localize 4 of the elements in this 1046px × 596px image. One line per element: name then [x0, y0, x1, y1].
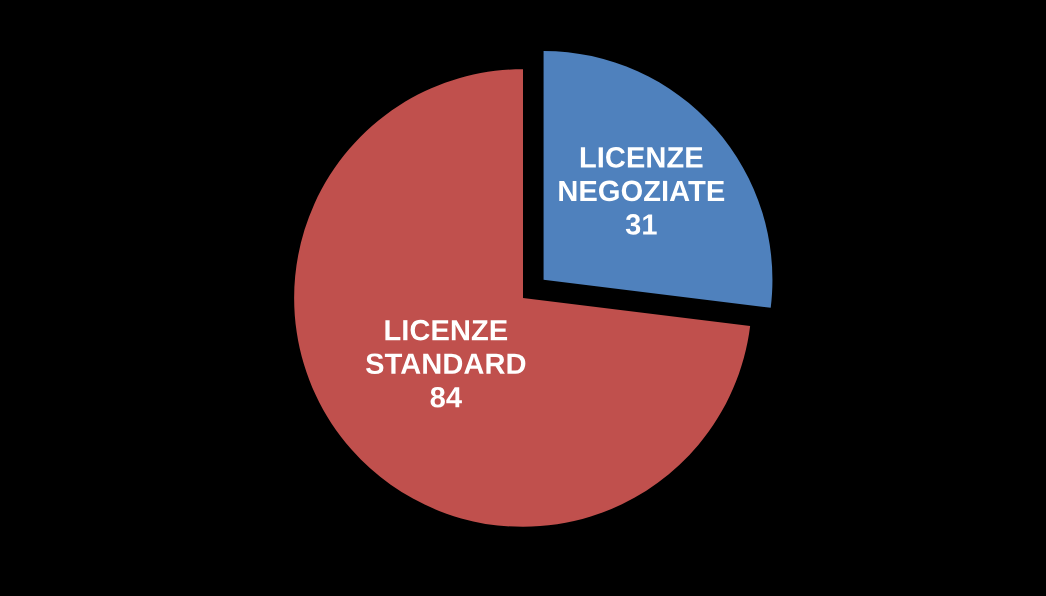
data-label: 31 [625, 214, 657, 235]
slice-label: LICENZE STANDARD [365, 319, 526, 375]
data-label: 84 [430, 386, 462, 408]
slice-label: LICENZE NEGOZIATE [559, 147, 725, 202]
